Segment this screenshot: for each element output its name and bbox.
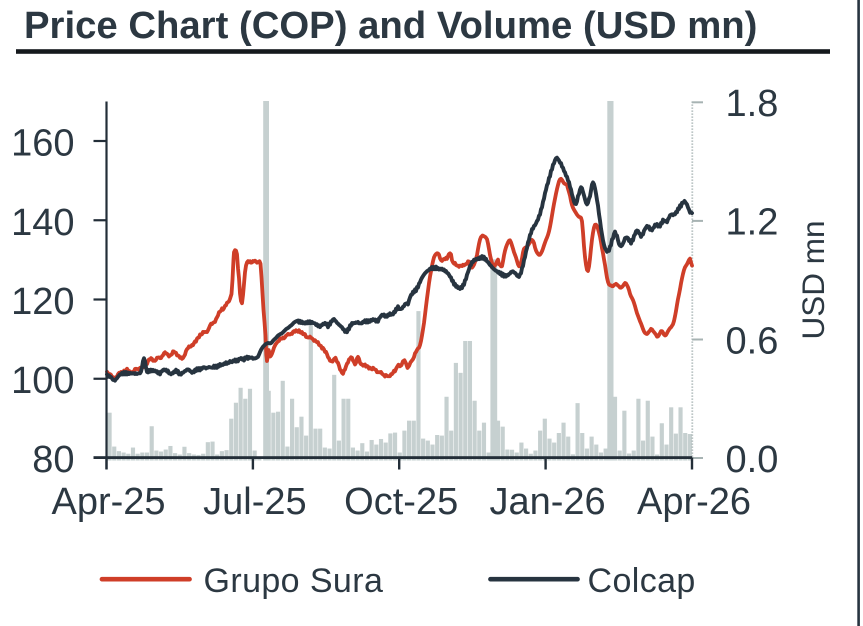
svg-text:Price Chart (COP) and Volume (: Price Chart (COP) and Volume (USD mn) [24,4,757,47]
svg-text:160: 160 [11,123,74,165]
svg-text:120: 120 [11,281,74,323]
svg-text:Apr-26: Apr-26 [637,481,751,523]
svg-text:Grupo Sura: Grupo Sura [204,562,384,600]
svg-text:0.6: 0.6 [726,320,779,362]
svg-text:1.8: 1.8 [726,83,779,125]
svg-text:Oct-25: Oct-25 [344,481,458,523]
svg-text:1.2: 1.2 [726,202,779,244]
svg-text:100: 100 [11,360,74,402]
svg-text:Apr-25: Apr-25 [51,481,165,523]
svg-text:Jul-25: Jul-25 [203,481,307,523]
svg-text:Jan-26: Jan-26 [489,481,605,523]
svg-text:Colcap: Colcap [588,562,696,600]
svg-text:140: 140 [11,202,74,244]
svg-text:80: 80 [32,439,74,481]
svg-text:USD mn: USD mn [795,220,831,339]
svg-text:0.0: 0.0 [726,439,779,481]
